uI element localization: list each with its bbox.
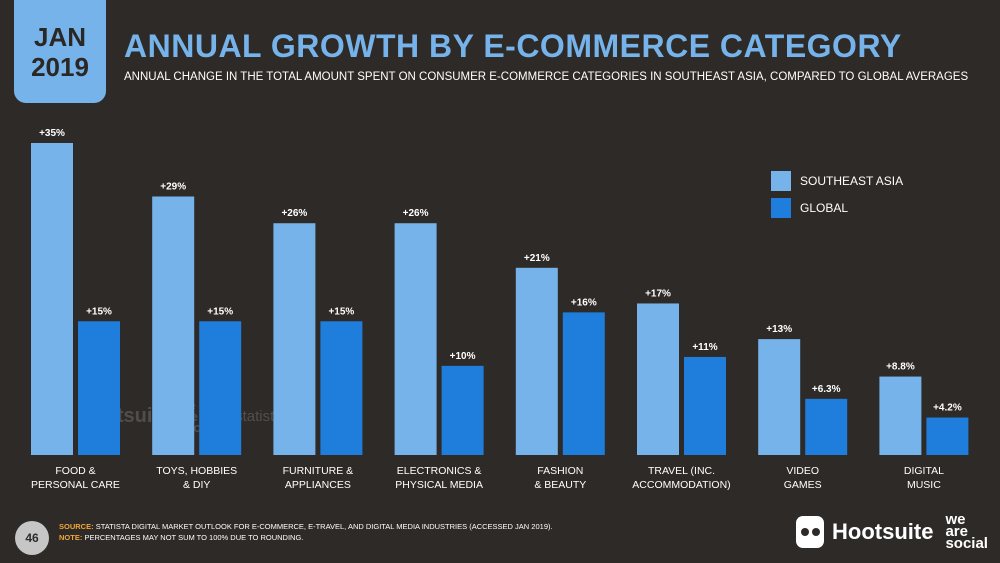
- bar-global-digital-music: [926, 417, 969, 455]
- bar-southeast-asia-furniture-appliances: [273, 223, 316, 455]
- source-text: STATISTA DIGITAL MARKET OUTLOOK FOR E-CO…: [95, 522, 553, 531]
- data-label-global-food-personal-care: +15%: [86, 306, 112, 317]
- category-label-fashion-beauty: FASHION & BEAUTY: [534, 465, 587, 491]
- data-label-southeast-asia-travel-inc-accommodation: +17%: [645, 288, 671, 299]
- category-label-toys-hobbies-diy: TOYS, HOBBIES & DIY: [156, 465, 238, 491]
- category-label-furniture-appliances: FURNITURE & APPLIANCES: [282, 465, 354, 491]
- data-label-southeast-asia-toys-hobbies-diy: +29%: [160, 181, 186, 192]
- category-label-travel-inc-accommodation: TRAVEL (INC. ACCOMMODATION): [632, 465, 731, 491]
- note-text: PERCENTAGES MAY NOT SUM TO 100% DUE TO R…: [84, 533, 304, 542]
- page-number: 46: [15, 521, 49, 555]
- badge-month: JAN: [33, 21, 86, 52]
- data-label-global-video-games: +6.3%: [812, 384, 841, 395]
- category-label-electronics-physical-media: ELECTRONICS & PHYSICAL MEDIA: [395, 465, 483, 491]
- bar-global-fashion-beauty: [562, 312, 605, 455]
- data-label-global-toys-hobbies-diy: +15%: [207, 306, 233, 317]
- source-note: SOURCE: STATISTA DIGITAL MARKET OUTLOOK …: [59, 521, 553, 543]
- legend: SOUTHEAST ASIA GLOBAL: [771, 171, 903, 225]
- bar-global-food-personal-care: [78, 321, 120, 455]
- data-label-southeast-asia-video-games: +13%: [766, 324, 792, 335]
- data-label-global-fashion-beauty: +16%: [571, 297, 597, 308]
- category-label-video-games: VIDEO GAMES: [783, 465, 822, 491]
- hootsuite-owl-icon: [796, 516, 824, 548]
- bar-global-travel-inc-accommodation: [684, 356, 726, 455]
- source-key: SOURCE:: [59, 522, 94, 531]
- bar-southeast-asia-video-games: [758, 339, 801, 455]
- watermark-statista: statista: [235, 408, 283, 425]
- badge-year: 2019: [31, 51, 89, 82]
- data-label-global-furniture-appliances: +15%: [328, 306, 354, 317]
- category-label-digital-music: DIGITAL MUSIC: [903, 465, 944, 491]
- date-badge: JAN 2019: [14, 0, 106, 103]
- legend-swatch-southeast-asia: [771, 171, 791, 191]
- wearesocial-logo: we are social: [945, 511, 988, 552]
- data-label-southeast-asia-electronics-physical-media: +26%: [403, 208, 429, 219]
- bar-global-toys-hobbies-diy: [199, 321, 242, 455]
- bar-southeast-asia-toys-hobbies-diy: [152, 196, 195, 455]
- data-label-global-electronics-physical-media: +10%: [450, 351, 476, 362]
- data-label-southeast-asia-furniture-appliances: +26%: [281, 208, 307, 219]
- hootsuite-logo: Hootsuite: [832, 519, 934, 544]
- data-label-global-travel-inc-accommodation: +11%: [692, 342, 717, 353]
- bar-southeast-asia-digital-music: [879, 376, 922, 455]
- legend-item-global: GLOBAL: [771, 198, 903, 218]
- bar-southeast-asia-electronics-physical-media: [394, 223, 437, 455]
- bar-southeast-asia-food-personal-care: [31, 143, 73, 455]
- category-label-food-personal-care: FOOD & PERSONAL CARE: [31, 465, 120, 491]
- legend-label-global: GLOBAL: [800, 201, 849, 215]
- data-label-southeast-asia-digital-music: +8.8%: [886, 362, 915, 373]
- bar-global-electronics-physical-media: [441, 365, 484, 455]
- page-title: ANNUAL GROWTH BY E-COMMERCE CATEGORY: [124, 28, 902, 64]
- legend-swatch-global: [771, 198, 791, 218]
- legend-item-southeast-asia: SOUTHEAST ASIA: [771, 171, 903, 191]
- data-label-southeast-asia-fashion-beauty: +21%: [524, 253, 550, 264]
- data-label-global-digital-music: +4.2%: [933, 403, 962, 414]
- data-label-southeast-asia-food-personal-care: +35%: [39, 128, 65, 139]
- legend-label-southeast-asia: SOUTHEAST ASIA: [800, 174, 904, 188]
- page-subtitle: ANNUAL CHANGE IN THE TOTAL AMOUNT SPENT …: [124, 71, 969, 83]
- note-key: NOTE:: [59, 533, 83, 542]
- bar-southeast-asia-fashion-beauty: [515, 267, 558, 455]
- brand-logos: Hootsuite we are social: [796, 511, 988, 552]
- bar-global-video-games: [805, 398, 848, 455]
- bar-southeast-asia-travel-inc-accommodation: [637, 303, 679, 455]
- bar-global-furniture-appliances: [320, 321, 363, 455]
